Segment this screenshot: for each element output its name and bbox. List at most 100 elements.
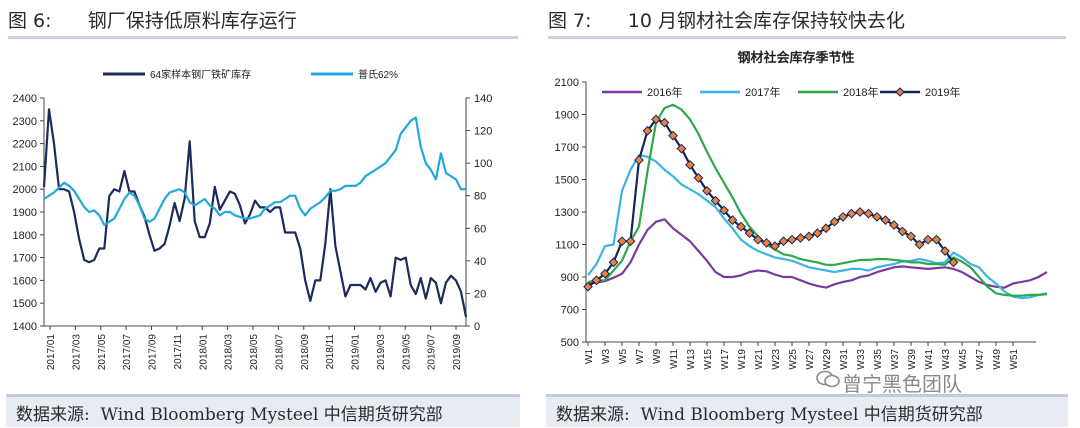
right-y-tick-label: 60: [474, 223, 486, 235]
figure-7-title: 图 7: 10 月钢材社会库存保持较快去化: [548, 10, 905, 32]
diamond-marker: [846, 208, 857, 219]
diamond-marker: [821, 223, 831, 234]
x-tick-label: 2017/11: [173, 334, 184, 370]
x-tick-label: 2018/03: [224, 334, 235, 371]
diamond-marker: [600, 268, 610, 279]
diamond-marker: [608, 257, 619, 268]
diamond-marker: [761, 237, 772, 248]
legend-diamond-marker: [895, 87, 905, 97]
steel-mill-iron-ore-inventory-chart: 1400150016001700180019002000210022002300…: [13, 68, 493, 371]
diamond-marker: [659, 117, 670, 128]
x-tick-label: W27: [805, 349, 816, 370]
diamond-marker: [668, 130, 678, 141]
x-tick-label: W51: [1009, 349, 1020, 370]
x-tick-label: W11: [669, 349, 680, 369]
x-tick-label: 2019/09: [452, 334, 463, 371]
y-tick-label: 700: [561, 305, 579, 317]
diamond-marker: [651, 114, 661, 125]
left-y-tick-label: 2400: [13, 93, 37, 105]
left-y-tick-label: 2200: [13, 139, 37, 151]
diamond-marker: [778, 236, 789, 247]
x-tick-label: W47: [975, 349, 986, 370]
x-tick-label: W1: [584, 349, 595, 364]
series-line-2018年: [587, 103, 1048, 297]
right-y-tick-label: 0: [474, 321, 480, 333]
y-tick-label: 2100: [555, 77, 579, 89]
x-tick-label: W29: [822, 349, 833, 370]
diamond-marker: [642, 125, 653, 136]
x-tick-label: W21: [754, 349, 765, 370]
right-y-tick-label: 20: [474, 288, 486, 300]
x-tick-label: W31: [839, 349, 850, 370]
title-underline: [8, 36, 518, 39]
y-tick-label: 1700: [555, 142, 579, 154]
steel-social-inventory-seasonality-chart: 钢材社会库存季节性 500 700 900 1100 1300 1500 1700 1900 21…: [555, 50, 1048, 370]
x-tick-label: 2018/01: [198, 334, 209, 371]
right-y-tick-label: 100: [474, 158, 492, 170]
legend-label-2016年: 2016年: [647, 85, 682, 99]
legend-label-ore-inventory: 64家样本钢厂铁矿库存: [150, 68, 251, 81]
diamond-marker: [727, 215, 738, 226]
x-tick-label: W9: [652, 349, 663, 364]
right-y-tick-label: 120: [474, 126, 492, 138]
x-tick-label: 2018/05: [249, 334, 260, 371]
x-tick-label: W25: [788, 349, 799, 370]
figure-6-source: 数据来源: Wind Bloomberg Mysteel 中信期货研究部: [16, 405, 443, 425]
legend-label-platts62: 普氏62%: [358, 68, 398, 81]
diamond-marker: [634, 155, 644, 165]
x-tick-label: W3: [601, 349, 612, 364]
x-tick-label: W35: [873, 349, 884, 370]
y-tick-label: 500: [561, 337, 579, 349]
legend-label-2019年: 2019年: [925, 85, 960, 99]
x-tick-label: 2017/07: [122, 334, 133, 371]
diamond-marker: [948, 257, 959, 268]
diamond-marker: [872, 211, 882, 222]
series-line-2: [43, 116, 466, 227]
diamond-marker: [897, 226, 908, 237]
x-tick-label: W19: [737, 349, 748, 370]
right-y-tick-label: 80: [474, 191, 486, 203]
diamond-marker: [719, 205, 729, 216]
x-tick-label: 2019/03: [376, 334, 387, 371]
diamond-marker: [931, 234, 942, 245]
x-tick-label: W33: [856, 349, 867, 370]
diamond-marker: [923, 234, 933, 245]
figure-7-source: 数据来源: Wind Bloomberg Mysteel 中信期货研究部: [556, 405, 983, 425]
x-tick-label: 2019/01: [351, 334, 362, 371]
right-y-tick-label: 140: [474, 93, 492, 105]
diamond-marker: [940, 246, 950, 256]
diamond-marker: [591, 275, 602, 286]
diamond-marker: [744, 228, 755, 239]
y-tick-label: 1500: [555, 175, 579, 187]
y-tick-label: 1900: [555, 110, 579, 122]
diamond-marker: [753, 234, 763, 245]
x-tick-label: 2019/05: [401, 334, 412, 371]
legend-label-2017年: 2017年: [745, 85, 780, 99]
x-tick-label: W37: [890, 349, 901, 370]
y-tick-label: 900: [561, 272, 579, 284]
y-tick-label: 1100: [555, 240, 579, 252]
chart-title: 钢材社会库存季节性: [737, 50, 854, 65]
x-tick-label: W5: [618, 349, 629, 364]
x-tick-label: W49: [992, 349, 1003, 370]
x-tick-label: W23: [771, 349, 782, 370]
diamond-marker: [710, 195, 721, 206]
x-tick-label: 2018/07: [274, 334, 285, 371]
x-tick-label: W43: [941, 349, 952, 370]
diamond-marker: [685, 159, 695, 170]
diamond-marker: [583, 281, 593, 292]
diamond-marker: [812, 228, 823, 239]
x-tick-label: W45: [958, 349, 969, 370]
x-tick-label: W7: [635, 349, 646, 364]
x-tick-label: W41: [924, 349, 935, 370]
diamond-marker: [702, 185, 712, 196]
left-y-tick-label: 1700: [13, 253, 37, 265]
left-y-tick-label: 2100: [13, 161, 37, 173]
right-figure-panel: 图 7: 10 月钢材社会库存保持较快去化 钢材社会库存季节性 500 700 900…: [540, 0, 1080, 428]
left-y-tick-label: 1800: [13, 230, 37, 242]
x-tick-label: W17: [720, 349, 731, 370]
legend-label-2018年: 2018年: [843, 85, 878, 99]
diamond-marker: [855, 207, 865, 217]
diamond-marker: [770, 241, 780, 252]
series-line-1: [42, 108, 468, 318]
